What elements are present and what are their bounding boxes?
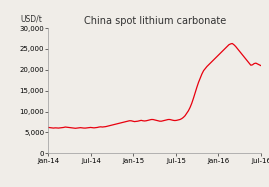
Text: USD/t: USD/t [21, 14, 43, 23]
Title: China spot lithium carbonate: China spot lithium carbonate [84, 16, 226, 26]
